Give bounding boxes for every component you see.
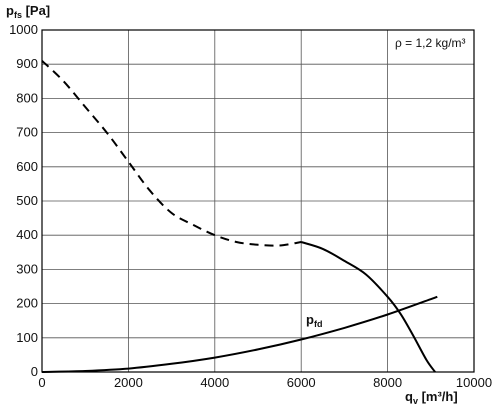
y-axis-label-sub: fs <box>14 10 22 20</box>
x-tick-label: 2000 <box>114 375 143 390</box>
density-annotation: ρ = 1,2 kg/m³ <box>395 36 466 50</box>
x-tick-label: 8000 <box>373 375 402 390</box>
x-axis-label: qv [m³/h] <box>405 389 458 406</box>
x-axis-label-unit: [m³/h] <box>418 389 458 404</box>
y-tick-label: 800 <box>16 90 38 105</box>
y-tick-label: 300 <box>16 261 38 276</box>
y-axis-label: pfs [Pa] <box>6 3 50 20</box>
x-tick-label: 0 <box>38 375 45 390</box>
x-axis-label-main: q <box>405 389 413 404</box>
y-axis-ticks: 0 100 200 300 400 500 600 700 800 900 1000 <box>9 22 38 379</box>
grid <box>41 29 475 373</box>
series-label-pfd: pfd <box>306 312 322 329</box>
y-tick-label: 900 <box>16 56 38 71</box>
y-tick-label: 500 <box>16 193 38 208</box>
x-axis-ticks: 0 2000 4000 6000 8000 10000 <box>38 375 492 390</box>
x-tick-label: 10000 <box>456 375 492 390</box>
x-tick-label: 4000 <box>200 375 229 390</box>
series-line-0 <box>41 60 302 247</box>
series-line-2 <box>41 295 438 373</box>
x-tick-label: 6000 <box>287 375 316 390</box>
y-tick-label: 0 <box>31 364 38 379</box>
y-tick-label: 1000 <box>9 22 38 37</box>
plot-frame <box>41 29 475 373</box>
y-tick-label: 700 <box>16 125 38 140</box>
series-label-pfd-sub: fd <box>314 319 323 329</box>
y-tick-label: 600 <box>16 159 38 174</box>
y-tick-label: 100 <box>16 330 38 345</box>
series-line-1 <box>300 241 436 373</box>
y-axis-label-unit: [Pa] <box>22 3 50 18</box>
y-tick-label: 400 <box>16 227 38 242</box>
series-group <box>41 60 438 373</box>
y-axis-label-main: p <box>6 3 14 18</box>
y-tick-label: 200 <box>16 296 38 311</box>
series-label-pfd-main: p <box>306 312 314 327</box>
x-axis-label-sub: v <box>413 396 418 406</box>
